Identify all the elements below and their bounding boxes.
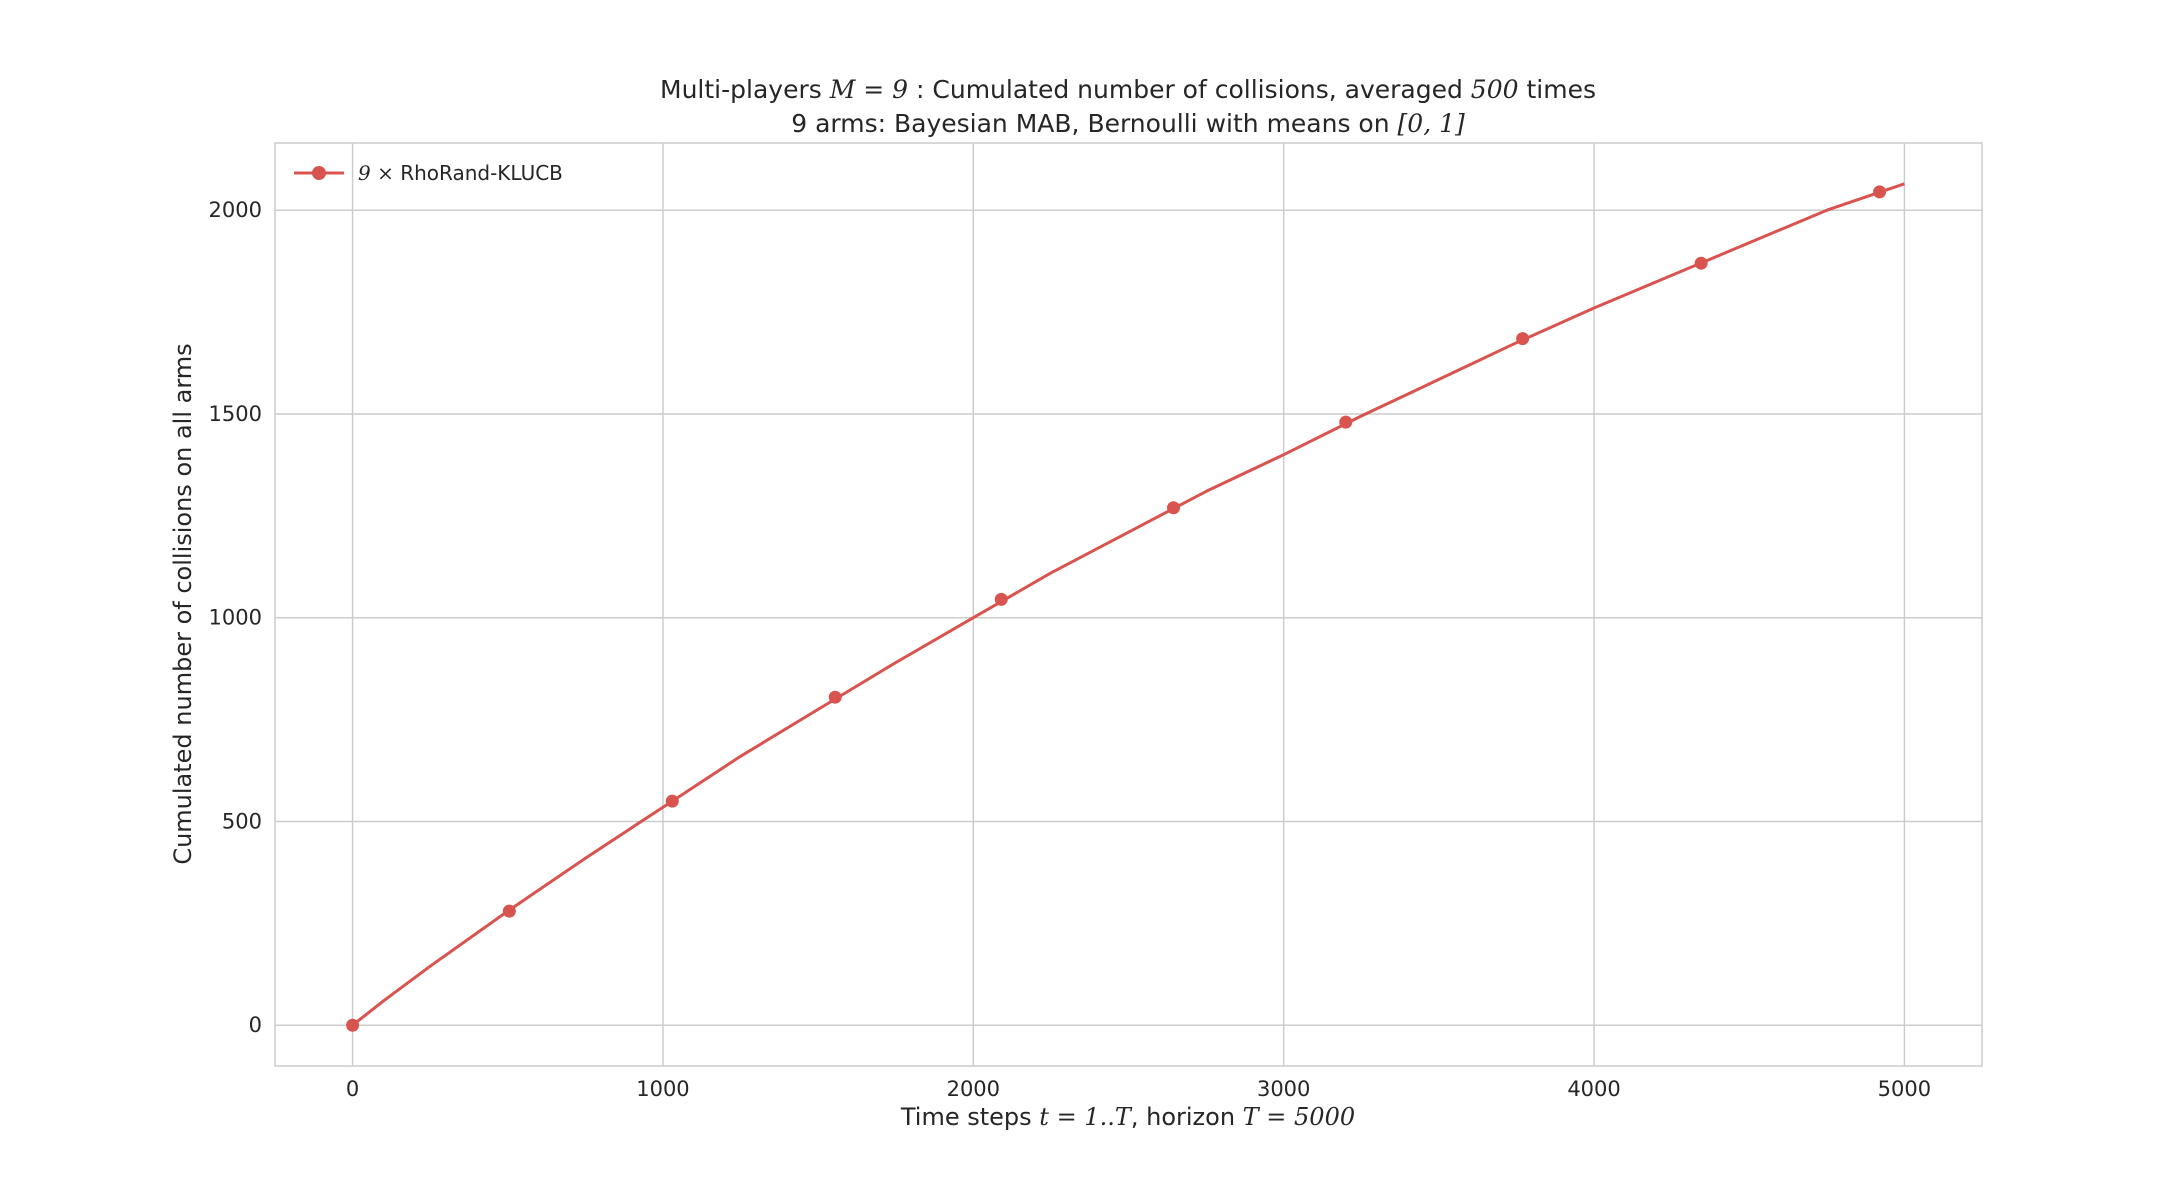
- chart-title-line-2: 9 arms: Bayesian MAB, Bernoulli with mea…: [791, 109, 1465, 138]
- y-tick-label: 500: [222, 809, 262, 833]
- chart-title-line-1: Multi-players M = 9 : Cumulated number o…: [660, 75, 1596, 104]
- data-point-marker: [1516, 332, 1530, 346]
- grid: [275, 143, 1982, 1066]
- data-point-marker: [1694, 256, 1708, 270]
- x-tick-label: 1000: [636, 1077, 689, 1101]
- y-tick-label: 1000: [209, 606, 262, 630]
- x-tick-label: 2000: [947, 1077, 1000, 1101]
- data-point-marker: [1339, 415, 1353, 429]
- legend-label: 9 × RhoRand-KLUCB: [358, 161, 563, 185]
- data-point-marker: [828, 690, 842, 704]
- y-tick-label: 0: [249, 1013, 262, 1037]
- x-tick-label: 5000: [1878, 1077, 1931, 1101]
- series-line: [351, 182, 1905, 1027]
- plot-area: [274, 142, 1983, 1067]
- data-point-marker: [994, 592, 1008, 606]
- data-point-marker: [1873, 185, 1887, 199]
- x-tick-label: 4000: [1567, 1077, 1620, 1101]
- series-layer: [346, 182, 1905, 1032]
- data-point-marker: [1167, 501, 1181, 515]
- data-point-marker: [346, 1018, 360, 1032]
- y-axis-title: Cumulated number of collisions on all ar…: [169, 343, 197, 864]
- x-tick-label: 3000: [1257, 1077, 1310, 1101]
- y-tick-label: 2000: [209, 198, 262, 222]
- x-tick-labels: 0 1000 2000 3000 4000 5000: [346, 1077, 1931, 1101]
- legend: 9 × RhoRand-KLUCB: [294, 161, 563, 185]
- x-tick-label: 0: [346, 1077, 359, 1101]
- data-point-marker: [502, 904, 516, 918]
- y-tick-labels: 0 500 1000 1500 2000: [209, 198, 262, 1037]
- legend-marker-swatch: [312, 166, 326, 180]
- x-axis-title: Time steps t = 1..T, horizon T = 5000: [900, 1103, 1355, 1131]
- y-tick-label: 1500: [209, 402, 262, 426]
- data-point-marker: [665, 794, 679, 808]
